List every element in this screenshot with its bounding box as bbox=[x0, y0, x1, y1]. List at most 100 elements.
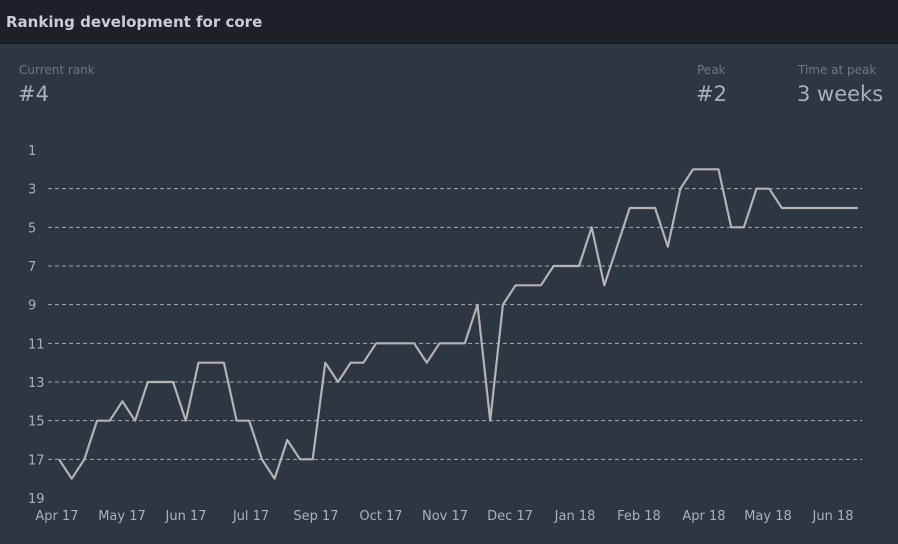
data-point[interactable] bbox=[780, 206, 784, 210]
data-point[interactable] bbox=[374, 341, 378, 345]
data-point[interactable] bbox=[361, 361, 365, 365]
data-point[interactable] bbox=[349, 361, 353, 365]
data-point[interactable] bbox=[298, 457, 302, 461]
data-point[interactable] bbox=[564, 264, 568, 268]
data-point[interactable] bbox=[311, 457, 315, 461]
y-tick-label: 5 bbox=[28, 221, 36, 236]
data-point[interactable] bbox=[526, 283, 530, 287]
data-point[interactable] bbox=[666, 245, 670, 249]
data-point[interactable] bbox=[260, 457, 264, 461]
data-point[interactable] bbox=[704, 167, 708, 171]
x-axis-ticks: Apr 17 May 17 Jun 17 Jul 17 Sep 17 Oct 17 Nov … bbox=[35, 509, 853, 524]
data-point[interactable] bbox=[159, 380, 163, 384]
data-point[interactable] bbox=[590, 225, 594, 229]
data-point[interactable] bbox=[552, 264, 556, 268]
x-tick-label: Jan 18 bbox=[554, 509, 596, 524]
data-point[interactable] bbox=[387, 341, 391, 345]
y-tick-label: 1 bbox=[28, 144, 36, 159]
series-line bbox=[58, 168, 858, 480]
data-point[interactable] bbox=[57, 457, 61, 461]
x-tick-label: May 18 bbox=[744, 509, 792, 524]
data-point[interactable] bbox=[831, 206, 835, 210]
peak-label: Peak bbox=[697, 63, 726, 77]
x-tick-label: Dec 17 bbox=[487, 509, 533, 524]
data-point[interactable] bbox=[412, 341, 416, 345]
data-point[interactable] bbox=[336, 380, 340, 384]
data-point[interactable] bbox=[184, 419, 188, 423]
data-point[interactable] bbox=[399, 341, 403, 345]
data-point[interactable] bbox=[602, 283, 606, 287]
x-tick-label: Apr 18 bbox=[682, 509, 725, 524]
data-point[interactable] bbox=[640, 206, 644, 210]
data-point[interactable] bbox=[843, 206, 847, 210]
y-tick-label: 17 bbox=[28, 453, 45, 468]
current-rank-label: Current rank bbox=[19, 63, 95, 77]
data-point[interactable] bbox=[82, 457, 86, 461]
data-point[interactable] bbox=[691, 167, 695, 171]
data-point[interactable] bbox=[653, 206, 657, 210]
data-point[interactable] bbox=[450, 341, 454, 345]
data-point[interactable] bbox=[628, 206, 632, 210]
series-layer bbox=[57, 167, 860, 481]
y-tick-label: 15 bbox=[28, 415, 45, 430]
data-point[interactable] bbox=[273, 477, 277, 481]
data-point[interactable] bbox=[323, 361, 327, 365]
data-point[interactable] bbox=[615, 245, 619, 249]
data-point[interactable] bbox=[742, 225, 746, 229]
x-tick-label: Feb 18 bbox=[617, 509, 661, 524]
data-point[interactable] bbox=[235, 419, 239, 423]
x-tick-label: Jun 17 bbox=[165, 509, 207, 524]
y-tick-label: 19 bbox=[28, 492, 45, 507]
data-point[interactable] bbox=[488, 419, 492, 423]
peak-value: #2 bbox=[696, 82, 727, 106]
data-point[interactable] bbox=[678, 187, 682, 191]
data-point[interactable] bbox=[95, 419, 99, 423]
y-tick-label: 9 bbox=[28, 299, 36, 314]
time-at-peak-label: Time at peak bbox=[798, 63, 877, 77]
data-point[interactable] bbox=[146, 380, 150, 384]
data-point[interactable] bbox=[247, 419, 251, 423]
data-point[interactable] bbox=[577, 264, 581, 268]
data-point[interactable] bbox=[755, 187, 759, 191]
data-point[interactable] bbox=[514, 283, 518, 287]
data-point[interactable] bbox=[70, 477, 74, 481]
x-tick-label: Oct 17 bbox=[359, 509, 402, 524]
data-point[interactable] bbox=[805, 206, 809, 210]
x-tick-label: Apr 17 bbox=[35, 509, 78, 524]
data-point[interactable] bbox=[171, 380, 175, 384]
data-point[interactable] bbox=[793, 206, 797, 210]
current-rank-value: #4 bbox=[18, 82, 49, 106]
data-point[interactable] bbox=[729, 225, 733, 229]
data-point[interactable] bbox=[463, 341, 467, 345]
time-at-peak-value: 3 weeks bbox=[797, 82, 884, 106]
data-point[interactable] bbox=[209, 361, 213, 365]
data-point[interactable] bbox=[108, 419, 112, 423]
data-point[interactable] bbox=[856, 206, 860, 210]
data-point[interactable] bbox=[222, 361, 226, 365]
x-tick-label: Jul 17 bbox=[232, 509, 269, 524]
data-point[interactable] bbox=[818, 206, 822, 210]
panel-header: Ranking development for core bbox=[0, 0, 898, 44]
x-tick-label: May 17 bbox=[98, 509, 146, 524]
x-tick-label: Nov 17 bbox=[422, 509, 468, 524]
panel-title: Ranking development for core bbox=[6, 13, 263, 31]
grid-lines bbox=[48, 188, 862, 460]
data-point[interactable] bbox=[717, 167, 721, 171]
x-tick-label: Jun 18 bbox=[812, 509, 854, 524]
y-tick-label: 13 bbox=[28, 376, 45, 391]
x-tick-label: Sep 17 bbox=[293, 509, 338, 524]
y-tick-label: 7 bbox=[28, 260, 36, 275]
data-point[interactable] bbox=[120, 399, 124, 403]
data-point[interactable] bbox=[476, 303, 480, 307]
data-point[interactable] bbox=[425, 361, 429, 365]
data-point[interactable] bbox=[438, 341, 442, 345]
data-point[interactable] bbox=[767, 187, 771, 191]
data-point[interactable] bbox=[285, 438, 289, 442]
data-point[interactable] bbox=[197, 361, 201, 365]
data-point[interactable] bbox=[133, 419, 137, 423]
data-point[interactable] bbox=[501, 303, 505, 307]
data-point[interactable] bbox=[539, 283, 543, 287]
